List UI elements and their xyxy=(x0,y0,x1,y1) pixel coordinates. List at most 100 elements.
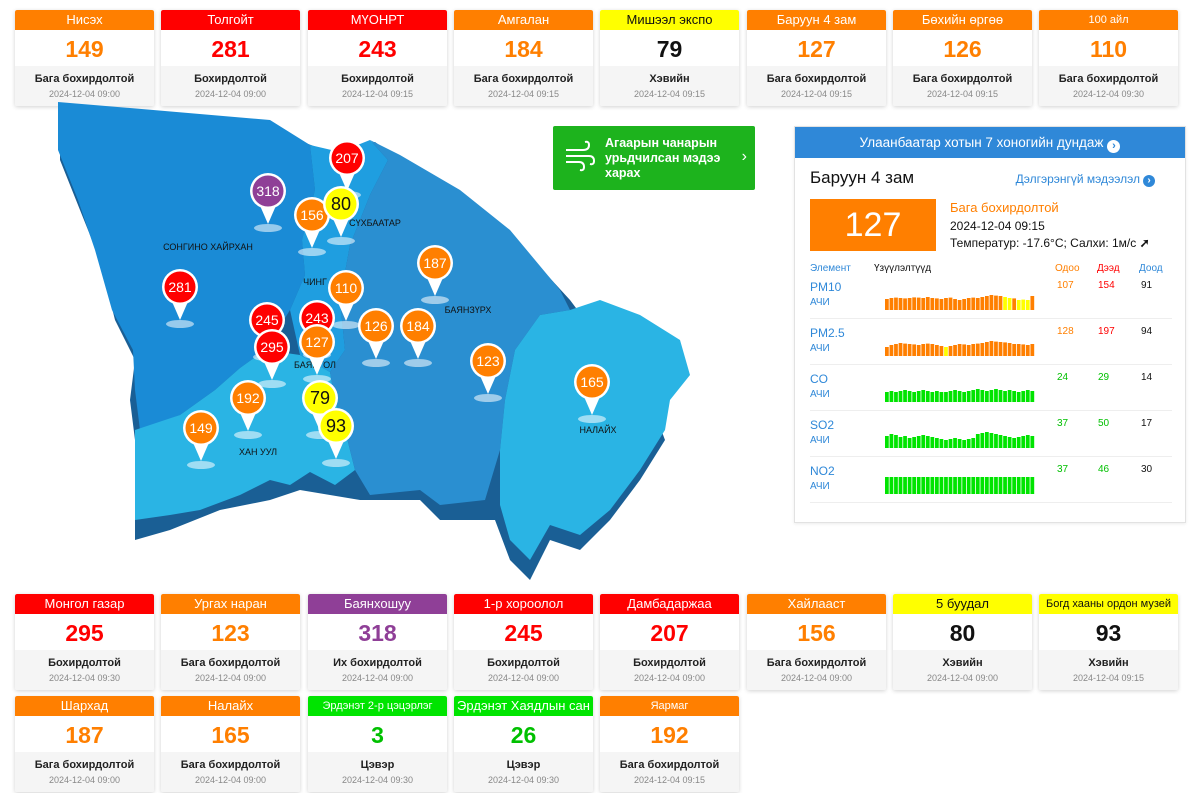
station-card[interactable]: Ургах наран 123 Бага бохирдолтой 2024-12-04… xyxy=(161,594,300,690)
station-card-level: Бага бохирдолтой xyxy=(1058,73,1159,85)
station-card[interactable]: Шархад 187 Бага бохирдолтой 2024-12-04 09:0… xyxy=(15,696,154,792)
pin-shadow xyxy=(322,459,350,467)
pollutant-current: 107 xyxy=(1057,280,1074,291)
district-bayanzurkh[interactable] xyxy=(330,140,570,505)
spark-bar xyxy=(939,439,944,448)
station-pin[interactable]: 149 xyxy=(183,410,219,469)
station-pin[interactable]: 318 xyxy=(250,173,286,232)
ulaanbaatar-district-map[interactable]: СОНГИНО ХАЙРХАН БАЯНЗҮРХ НАЛАЙХ ХАН УУЛ … xyxy=(40,100,720,590)
station-card-time: 2024-12-04 09:30 xyxy=(341,775,414,785)
pollutant-min: 30 xyxy=(1141,464,1153,475)
station-pin[interactable]: 192 xyxy=(230,380,266,439)
station-pin[interactable]: 295 xyxy=(254,329,290,388)
station-card-name: Бөхийн өргөө xyxy=(893,10,1032,30)
station-card[interactable]: Монгол газар 295 Бохирдолтой 2024-12-04 09:… xyxy=(15,594,154,690)
station-card-name: Баруун 4 зам xyxy=(747,10,886,30)
station-pin[interactable]: 123 xyxy=(470,343,506,402)
pollutant-name[interactable]: CO xyxy=(810,372,828,386)
station-pin[interactable]: 93 xyxy=(318,408,354,467)
pin-circle xyxy=(576,366,608,398)
pollutant-sparkbars xyxy=(885,477,1035,494)
district-songino-khairkhan[interactable] xyxy=(58,102,315,430)
district-nalaikh[interactable] xyxy=(500,300,690,560)
district-label: СОНГИНО ХАЙРХАН xyxy=(163,241,253,252)
station-pin[interactable]: 126 xyxy=(358,308,394,367)
station-pin[interactable]: 165 xyxy=(574,364,610,423)
details-link[interactable]: Дэлгэрэнгүй мэдээлэл › xyxy=(1016,172,1155,187)
station-card[interactable]: Баруун 4 зам 127 Бага бохирдолтой 2024-12-0… xyxy=(747,10,886,106)
pin-circle xyxy=(301,326,333,358)
pin-circle xyxy=(251,304,283,336)
station-card-level: Бохирдолтой xyxy=(487,657,560,669)
station-pins[interactable]: 207 318 156 80 187 110 281 245 243 126 184 295 127 12… xyxy=(162,140,610,469)
station-card-time: 2024-12-04 09:15 xyxy=(1072,673,1145,683)
station-card-name: Яармаг xyxy=(600,696,739,716)
station-card[interactable]: Амгалан 184 Бага бохирдолтой 2024-12-04 09:… xyxy=(454,10,593,106)
station-pin[interactable]: 187 xyxy=(417,245,453,304)
forecast-button[interactable]: Агаарын чанарын урьдчилсан мэдээ харах › xyxy=(553,126,755,190)
station-pin[interactable]: 245 xyxy=(249,302,285,361)
station-card[interactable]: Эрдэнэт 2-р цэцэрлэг 3 Цэвэр 2024-12-04 09:… xyxy=(308,696,447,792)
station-card-value: 187 xyxy=(65,722,104,748)
pollutant-name[interactable]: SO2 xyxy=(810,418,835,432)
spark-bar xyxy=(948,391,953,402)
pollutant-name[interactable]: NO2 xyxy=(810,464,835,478)
station-pin[interactable]: 207 xyxy=(329,140,365,199)
station-card-value: 26 xyxy=(510,722,537,748)
station-pin[interactable]: 127 xyxy=(299,324,335,383)
spark-bar xyxy=(939,392,944,402)
spark-bar xyxy=(971,390,976,402)
station-card[interactable]: Мишээл экспо 79 Хэвийн 2024-12-04 09:15 xyxy=(600,10,739,106)
station-card[interactable]: МҮОНРТ 243 Бохирдолтой 2024-12-04 09:15 xyxy=(308,10,447,106)
weather-info: Температур: -17.6°C; Салхи: 1м/с ➚ xyxy=(950,236,1150,250)
spark-bar xyxy=(944,298,948,310)
pin-shadow xyxy=(474,394,502,402)
station-card[interactable]: Богд хааны ордон музей 93 Хэвийн 2024-12-04… xyxy=(1039,594,1178,690)
spark-bar xyxy=(957,391,962,402)
station-card[interactable]: Эрдэнэт Хаядлын сан 26 Цэвэр 2024-12-04 09:… xyxy=(454,696,593,792)
pin-value: 93 xyxy=(326,416,346,436)
station-card-value: 156 xyxy=(797,620,836,646)
station-card-level: Бага бохирдолтой xyxy=(473,73,574,85)
pollutant-name[interactable]: PM10 xyxy=(810,280,842,294)
pin-circle xyxy=(252,175,284,207)
weekly-average-label: Улаанбаатар хотын 7 хоногийн дундаж xyxy=(859,135,1104,150)
station-card[interactable]: Дамбадаржаа 207 Бохирдолтой 2024-12-04 09:0… xyxy=(600,594,739,690)
station-card[interactable]: Баянхошуу 318 Их бохирдолтой 2024-12-04 09:… xyxy=(308,594,447,690)
station-card[interactable]: Толгойт 281 Бохирдолтой 2024-12-04 09:00 xyxy=(161,10,300,106)
station-card[interactable]: Бөхийн өргөө 126 Бага бохирдолтой 2024-12-0… xyxy=(893,10,1032,106)
station-card-time: 2024-12-04 09:00 xyxy=(926,673,999,683)
weekly-average-link[interactable]: Улаанбаатар хотын 7 хоногийн дундаж › xyxy=(795,127,1185,158)
station-card-value: 184 xyxy=(504,36,543,62)
station-card[interactable]: Хайлааст 156 Бага бохирдолтой 2024-12-04 09… xyxy=(747,594,886,690)
station-pin[interactable]: 80 xyxy=(323,186,359,245)
pin-value: 295 xyxy=(260,339,284,355)
station-card[interactable]: 5 буудал 80 Хэвийн 2024-12-04 09:00 xyxy=(893,594,1032,690)
spark-bar xyxy=(980,343,985,356)
station-card-level: Бага бохирдолтой xyxy=(619,759,720,771)
station-card[interactable]: Яармаг 192 Бага бохирдолтой 2024-12-04 09:1… xyxy=(600,696,739,792)
spark-bar xyxy=(994,477,998,494)
spark-bar xyxy=(994,389,998,402)
station-card-name: 1-р хороолол xyxy=(454,594,593,614)
spark-bar xyxy=(1012,438,1017,448)
col-max: Дээд xyxy=(1097,263,1120,274)
station-pin[interactable]: 281 xyxy=(162,269,198,328)
spark-bar xyxy=(912,344,917,356)
station-card-time: 2024-12-04 09:00 xyxy=(194,673,267,683)
spark-bar xyxy=(948,346,953,356)
station-pin[interactable]: 110 xyxy=(328,270,364,329)
station-card[interactable]: 100 айл 110 Бага бохирдолтой 2024-12-04 09:… xyxy=(1039,10,1178,106)
station-pin[interactable]: 184 xyxy=(400,308,436,367)
spark-bar xyxy=(925,477,930,494)
pollutant-name[interactable]: PM2.5 xyxy=(810,326,845,340)
station-name: Баруун 4 зам xyxy=(810,168,915,187)
spark-bar xyxy=(980,433,985,448)
station-card[interactable]: Налайх 165 Бага бохирдолтой 2024-12-04 09:0… xyxy=(161,696,300,792)
station-card-value: 318 xyxy=(358,620,397,646)
station-card[interactable]: Нисэх 149 Бага бохирдолтой 2024-12-04 09:00 xyxy=(15,10,154,106)
station-card[interactable]: 1-р хороолол 245 Бохирдолтой 2024-12-04 09:… xyxy=(454,594,593,690)
station-pin[interactable]: 156 xyxy=(294,197,330,256)
station-pin[interactable]: 79 xyxy=(302,380,338,439)
spark-bar xyxy=(962,392,967,402)
